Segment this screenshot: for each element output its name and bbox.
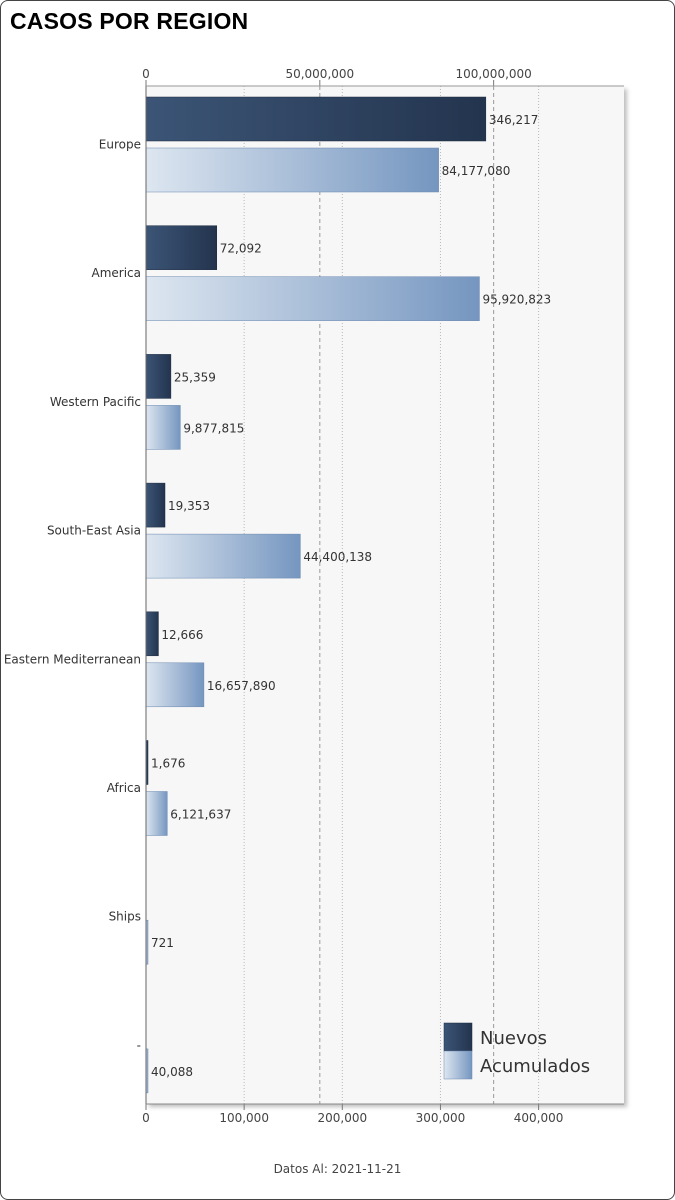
category-label: Western Pacific <box>50 395 141 409</box>
footer-date: Datos Al: 2021-11-21 <box>273 1162 402 1176</box>
data-label-acumulados: 95,920,823 <box>482 293 551 307</box>
category-label: Ships <box>109 910 141 924</box>
bar-nuevos <box>145 482 166 528</box>
data-label-acumulados: 84,177,080 <box>442 164 511 178</box>
data-label-acumulados: 721 <box>151 936 174 950</box>
top-tick-label: 0 <box>142 67 150 81</box>
bar-acumulados <box>145 276 480 321</box>
category-label: Eastern Mediterranean <box>4 652 141 666</box>
data-label-nuevos: 346,217 <box>489 113 539 127</box>
category-label: Europe <box>99 138 141 152</box>
legend-label-nuevos: Nuevos <box>480 1028 547 1049</box>
data-label-acumulados: 44,400,138 <box>303 550 372 564</box>
bar-nuevos <box>145 611 159 657</box>
bar-acumulados <box>145 662 205 708</box>
data-label-nuevos: 12,666 <box>161 628 203 642</box>
bottom-tick-label: 400,000 <box>514 1111 564 1125</box>
legend-swatch-acumulados <box>443 1050 473 1080</box>
category-label: - <box>137 1038 141 1052</box>
category-label: South-East Asia <box>47 524 141 538</box>
data-label-acumulados: 40,088 <box>151 1065 193 1079</box>
data-label-nuevos: 25,359 <box>174 370 216 384</box>
bottom-tick-label: 300,000 <box>416 1111 466 1125</box>
top-tick-label: 50,000,000 <box>285 67 354 81</box>
data-label-acumulados: 9,877,815 <box>183 421 244 435</box>
bar-acumulados <box>145 533 301 579</box>
legend-label-acumulados: Acumulados <box>480 1056 590 1077</box>
bottom-tick-label: 0 <box>142 1111 150 1125</box>
axes: 0 50,000,000 100,000,000 0 100,000 200,000 300… <box>4 67 624 1125</box>
top-tick-label: 100,000,000 <box>455 67 531 81</box>
data-label-nuevos: 72,092 <box>220 242 262 256</box>
bar-acumulados <box>145 405 181 450</box>
bottom-tick-label: 100,000 <box>219 1111 269 1125</box>
data-label-nuevos: 1,676 <box>151 757 185 771</box>
plot-area <box>146 86 624 1104</box>
category-label: America <box>92 266 142 280</box>
legend: Nuevos Acumulados <box>443 1022 590 1080</box>
bottom-tick-label: 200,000 <box>317 1111 367 1125</box>
data-label-acumulados: 16,657,890 <box>207 679 276 693</box>
bar-nuevos <box>145 225 218 270</box>
legend-swatch-nuevos <box>443 1022 473 1052</box>
bar-acumulados <box>145 791 168 836</box>
category-label: Africa <box>107 781 141 795</box>
bar-acumulados <box>145 147 439 193</box>
bar-nuevos <box>145 354 172 399</box>
bars: 346,217 84,177,080 72,092 95,920,823 25,359 9… <box>145 96 551 1094</box>
bar-nuevos <box>145 96 487 142</box>
data-label-acumulados: 6,121,637 <box>170 808 231 822</box>
page-title: CASOS POR REGION <box>10 8 249 34</box>
data-label-nuevos: 19,353 <box>168 499 210 513</box>
